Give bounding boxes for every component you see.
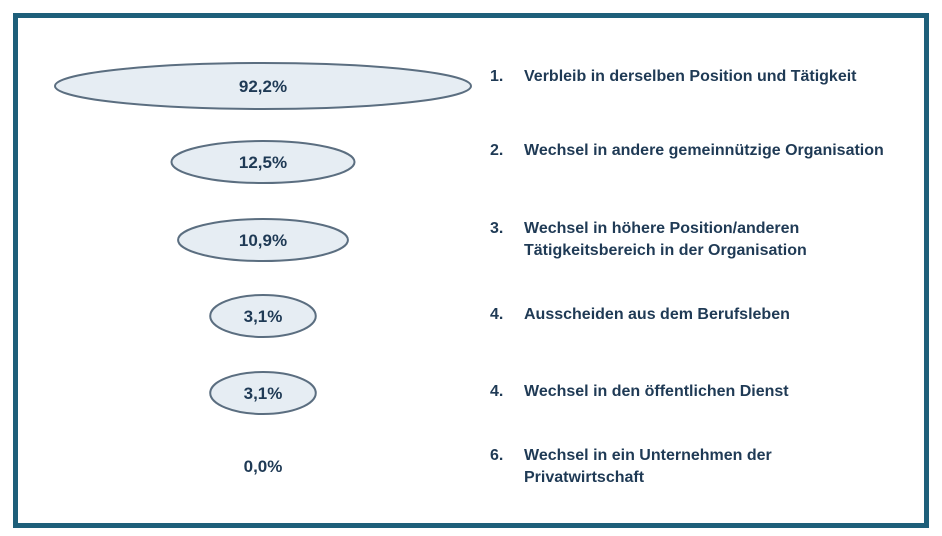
legend-label: Ausscheiden aus dem Berufsleben — [524, 306, 790, 323]
legend-rank: 6. — [490, 447, 504, 464]
legend-rank: 4. — [490, 383, 504, 400]
legend-item-3: 3. Wechsel in höhere Position/anderen Tät… — [490, 218, 890, 262]
legend-rank: 4. — [490, 306, 504, 323]
legend-item-5: 4. Wechsel in den öffentlichen Dienst — [490, 381, 890, 403]
value-label-2: 12,5% — [239, 153, 287, 172]
legend-rank: 2. — [490, 142, 504, 159]
legend-item-1: 1. Verbleib in derselben Position und Tät… — [490, 66, 890, 88]
bubble-1 — [54, 62, 472, 110]
legend-item-6: 6. Wechsel in ein Unternehmen der Privatw… — [490, 445, 890, 489]
legend-item-4: 4. Ausscheiden aus dem Berufsleben — [490, 304, 890, 326]
value-label-3: 10,9% — [239, 231, 287, 250]
legend-label: Wechsel in ein Unternehmen der Privatwir… — [524, 447, 772, 486]
bubble-5 — [209, 371, 317, 415]
legend-label: Wechsel in den öffentlichen Dienst — [524, 383, 789, 400]
value-label-4: 3,1% — [244, 307, 283, 326]
value-label-6: 0,0% — [244, 457, 283, 476]
bubble-3 — [177, 218, 349, 262]
legend-rank: 3. — [490, 220, 504, 237]
legend-label: Wechsel in höhere Position/anderen Tätig… — [524, 220, 807, 259]
legend-item-2: 2. Wechsel in andere gemeinnützige Organi… — [490, 140, 890, 162]
value-label-5: 3,1% — [244, 384, 283, 403]
legend-label: Verbleib in derselben Position und Tätig… — [524, 68, 857, 85]
bubble-4 — [209, 294, 317, 338]
legend-rank: 1. — [490, 68, 504, 85]
value-label-1: 92,2% — [239, 77, 287, 96]
legend-label: Wechsel in andere gemeinnützige Organisa… — [524, 142, 884, 159]
bubble-2 — [170, 140, 356, 184]
